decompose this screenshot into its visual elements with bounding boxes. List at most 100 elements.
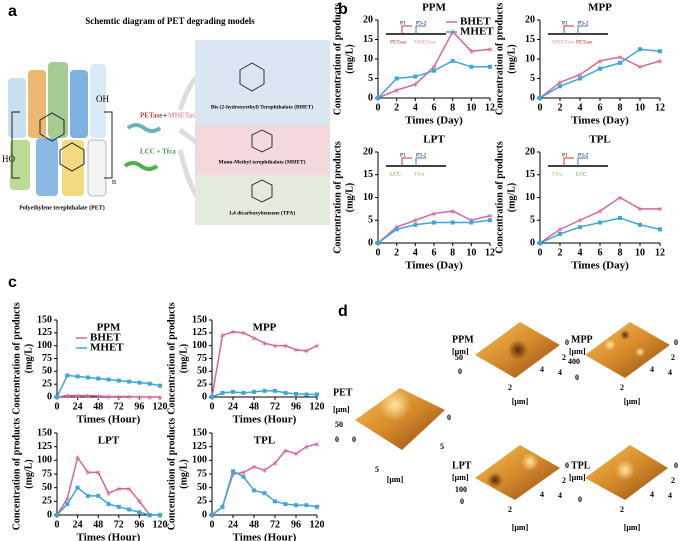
marker: ∗ xyxy=(314,341,321,350)
x-tick-label: 24 xyxy=(73,519,83,530)
box xyxy=(195,40,330,125)
afm-feature xyxy=(521,453,539,471)
x-tick-label: 48 xyxy=(93,519,103,530)
inset-label: P3-2 xyxy=(578,20,589,26)
marker xyxy=(294,391,298,396)
marker xyxy=(315,392,319,397)
inset-gene xyxy=(563,25,574,34)
marker xyxy=(106,502,111,507)
marker xyxy=(116,378,121,383)
inset-gene xyxy=(577,25,588,34)
marker xyxy=(558,231,562,236)
marker xyxy=(55,513,59,517)
pet-label: Polyethylene terephthalate (PET) xyxy=(19,204,105,211)
marker xyxy=(241,390,246,395)
x-axis-label: Times (Day) xyxy=(405,260,463,272)
marker xyxy=(241,474,246,479)
x-tick-label: 0 xyxy=(538,102,543,113)
marker: ∗ xyxy=(240,468,247,477)
marker: ∗ xyxy=(115,485,122,494)
marker xyxy=(96,493,101,498)
inset-label: PETase xyxy=(576,39,593,45)
series-line xyxy=(539,56,661,99)
legend-label: BHET xyxy=(90,332,121,344)
marker: ∗ xyxy=(468,47,475,56)
bottle xyxy=(36,138,58,196)
y-axis-label: (mg/L) xyxy=(344,183,355,212)
marker xyxy=(75,374,80,379)
label: n xyxy=(112,177,116,186)
x-tick-label: 0 xyxy=(376,102,381,113)
marker: ∗ xyxy=(577,70,584,79)
marker: ∗ xyxy=(136,497,143,506)
y-axis-label: (mg/L) xyxy=(506,44,517,73)
benzene-ring xyxy=(251,129,273,153)
benzene-ring xyxy=(251,179,273,203)
afm-tick: 50 xyxy=(455,353,463,362)
marker xyxy=(432,220,436,225)
x-tick-label: 8 xyxy=(618,247,623,258)
x-tick-label: 24 xyxy=(228,401,238,412)
marker: ∗ xyxy=(487,212,494,221)
marker xyxy=(450,58,455,63)
afm-tick: 50 xyxy=(335,420,343,429)
afm-tick: 0 xyxy=(447,413,451,422)
marker xyxy=(618,60,622,65)
marker: ∗ xyxy=(487,45,494,54)
chart-title: LPT xyxy=(423,134,445,146)
enzyme: MHETase xyxy=(168,112,198,120)
marker: ∗ xyxy=(126,485,133,494)
x-tick-label: 10 xyxy=(466,102,476,113)
afm-tick: 0 xyxy=(460,497,464,506)
marker xyxy=(262,491,267,496)
x-tick-label: 2 xyxy=(558,102,563,113)
enzyme: PETase xyxy=(140,112,162,120)
inset-gene xyxy=(415,25,426,34)
y-axis-label: (mg/L) xyxy=(178,459,189,488)
marker xyxy=(558,84,562,89)
x-tick-label: 2 xyxy=(394,102,399,113)
x-axis-label: Times (Hour) xyxy=(77,532,141,541)
x-tick-label: 72 xyxy=(270,401,280,412)
afm-feature xyxy=(620,330,630,340)
x-tick-label: 0 xyxy=(210,519,215,530)
y-axis-label: Concentration of products xyxy=(11,418,22,531)
x-tick-label: 4 xyxy=(578,247,583,258)
marker: ∗ xyxy=(219,331,226,340)
enzyme-icon xyxy=(123,161,159,171)
marker: ∗ xyxy=(272,341,279,350)
y-axis-label: Concentration of products xyxy=(494,3,505,116)
marker: ∗ xyxy=(293,346,300,355)
marker xyxy=(376,96,380,100)
y-tick-label: 0 xyxy=(202,391,207,402)
afm-labels: PET[μm][μm]5005005PPM[μm][μm]50024024MPP… xyxy=(333,334,678,532)
afm-unit: [μm] xyxy=(512,523,529,532)
marker: ∗ xyxy=(282,446,289,455)
marker xyxy=(432,68,436,73)
y-axis-label: (mg/L) xyxy=(23,459,34,488)
y-tick-label: 5 xyxy=(368,215,373,226)
marker xyxy=(658,227,662,232)
marker: ∗ xyxy=(637,63,644,72)
chart: 0 5 10 15 20 0 2 4 6 8 10 12 Times (Day) Concentratio… xyxy=(332,2,495,127)
marker xyxy=(618,215,622,220)
marker: ∗ xyxy=(74,453,81,462)
y-tick-label: 150 xyxy=(192,427,207,438)
marker: ∗ xyxy=(557,78,564,87)
inset-label: P1 xyxy=(562,20,568,26)
benzene-ring xyxy=(39,112,65,142)
x-tick-label: 120 xyxy=(310,401,325,412)
x-tick-label: 24 xyxy=(73,401,83,412)
afm-name: MPP xyxy=(571,334,593,345)
y-tick-label: 125 xyxy=(37,441,52,452)
marker xyxy=(578,225,582,230)
y-tick-label: 100 xyxy=(37,340,52,351)
x-tick-label: 48 xyxy=(249,519,259,530)
bottle xyxy=(48,62,68,138)
x-tick-label: 12 xyxy=(655,102,665,113)
afm-name: TPL xyxy=(571,460,591,471)
y-tick-label: 0 xyxy=(202,509,207,520)
x-tick-label: 12 xyxy=(655,247,665,258)
marker xyxy=(252,488,256,493)
afm-tick: 0 xyxy=(674,338,678,347)
